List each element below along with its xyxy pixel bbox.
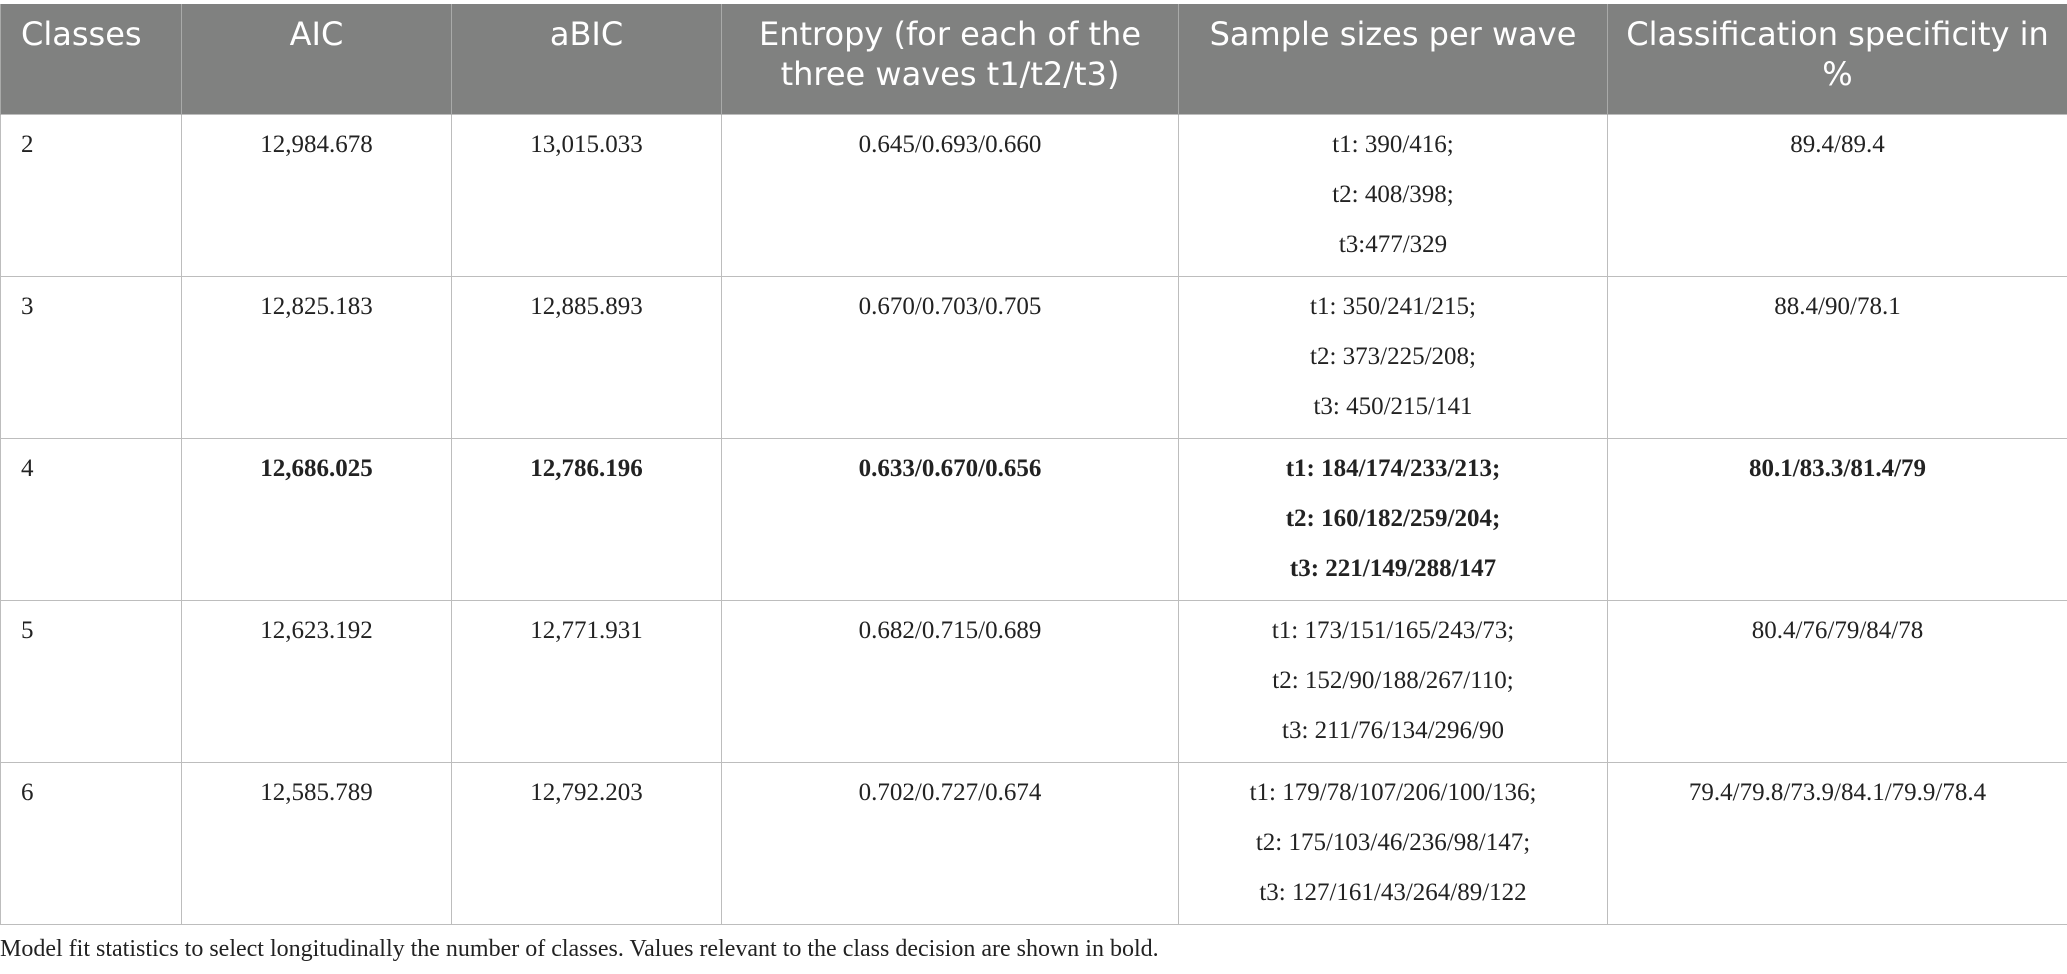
cell-abic: 12,771.931	[451, 599, 722, 763]
header-aic: AIC	[181, 4, 452, 114]
sample-line-t2: t2: 373/225/208;	[1310, 342, 1476, 370]
sample-line-t1: t1: 390/416;	[1332, 130, 1454, 158]
header-row: Classes AIC aBIC Entropy (for each of th…	[0, 4, 2067, 114]
cell-specificity: 79.4/79.8/73.9/84.1/79.9/78.4	[1607, 761, 2067, 925]
cell-specificity: 89.4/89.4	[1607, 113, 2067, 277]
sample-line-t2: t2: 160/182/259/204;	[1285, 504, 1501, 532]
cell-sample-sizes: t1: 184/174/233/213; t2: 160/182/259/204…	[1178, 437, 1608, 601]
header-entropy: Entropy (for each of the three waves t1/…	[721, 4, 1179, 114]
cell-abic: 13,015.033	[451, 113, 722, 277]
cell-classes: 6	[0, 761, 182, 925]
cell-entropy: 0.702/0.727/0.674	[721, 761, 1179, 925]
table-caption: Model fit statistics to select longitudi…	[0, 936, 1159, 962]
table-row: 5 12,623.192 12,771.931 0.682/0.715/0.68…	[0, 599, 2067, 763]
sample-line-t1: t1: 179/78/107/206/100/136;	[1249, 778, 1537, 806]
header-classification-specificity: Classification specificity in %	[1607, 4, 2067, 114]
cell-specificity: 88.4/90/78.1	[1607, 275, 2067, 439]
sample-line-t2: t2: 152/90/188/267/110;	[1272, 666, 1514, 694]
cell-entropy: 0.633/0.670/0.656	[721, 437, 1179, 601]
sample-line-t1: t1: 173/151/165/243/73;	[1271, 616, 1515, 644]
sample-line-t3: t3:477/329	[1338, 230, 1448, 258]
sample-line-t3: t3: 450/215/141	[1313, 392, 1473, 420]
cell-sample-sizes: t1: 179/78/107/206/100/136; t2: 175/103/…	[1178, 761, 1608, 925]
sample-line-t3: t3: 127/161/43/264/89/122	[1259, 878, 1527, 906]
cell-sample-sizes: t1: 390/416; t2: 408/398; t3:477/329	[1178, 113, 1608, 277]
cell-aic: 12,825.183	[181, 275, 452, 439]
cell-sample-sizes: t1: 173/151/165/243/73; t2: 152/90/188/2…	[1178, 599, 1608, 763]
cell-classes: 2	[0, 113, 182, 277]
cell-aic: 12,623.192	[181, 599, 452, 763]
table-row: 6 12,585.789 12,792.203 0.702/0.727/0.67…	[0, 761, 2067, 925]
table-row: 2 12,984.678 13,015.033 0.645/0.693/0.66…	[0, 113, 2067, 277]
cell-aic: 12,984.678	[181, 113, 452, 277]
cell-abic: 12,792.203	[451, 761, 722, 925]
cell-classes: 3	[0, 275, 182, 439]
cell-specificity: 80.1/83.3/81.4/79	[1607, 437, 2067, 601]
cell-aic: 12,585.789	[181, 761, 452, 925]
cell-specificity: 80.4/76/79/84/78	[1607, 599, 2067, 763]
cell-entropy: 0.682/0.715/0.689	[721, 599, 1179, 763]
sample-line-t1: t1: 184/174/233/213;	[1285, 454, 1501, 482]
table-row: 3 12,825.183 12,885.893 0.670/0.703/0.70…	[0, 275, 2067, 439]
sample-line-t2: t2: 175/103/46/236/98/147;	[1255, 828, 1531, 856]
cell-abic: 12,786.196	[451, 437, 722, 601]
cell-classes: 5	[0, 599, 182, 763]
sample-line-t2: t2: 408/398;	[1332, 180, 1454, 208]
sample-line-t1: t1: 350/241/215;	[1310, 292, 1476, 320]
cell-sample-sizes: t1: 350/241/215; t2: 373/225/208; t3: 45…	[1178, 275, 1608, 439]
table-container: Classes AIC aBIC Entropy (for each of th…	[0, 4, 2067, 925]
header-abic: aBIC	[451, 4, 722, 114]
cell-aic: 12,686.025	[181, 437, 452, 601]
header-classes: Classes	[0, 4, 182, 114]
model-fit-table: Classes AIC aBIC Entropy (for each of th…	[0, 4, 2067, 925]
sample-line-t3: t3: 211/76/134/296/90	[1282, 716, 1504, 744]
cell-abic: 12,885.893	[451, 275, 722, 439]
cell-entropy: 0.670/0.703/0.705	[721, 275, 1179, 439]
sample-line-t3: t3: 221/149/288/147	[1289, 554, 1497, 582]
table-row-selected: 4 12,686.025 12,786.196 0.633/0.670/0.65…	[0, 437, 2067, 601]
header-sample-sizes: Sample sizes per wave	[1178, 4, 1608, 114]
cell-entropy: 0.645/0.693/0.660	[721, 113, 1179, 277]
cell-classes: 4	[0, 437, 182, 601]
